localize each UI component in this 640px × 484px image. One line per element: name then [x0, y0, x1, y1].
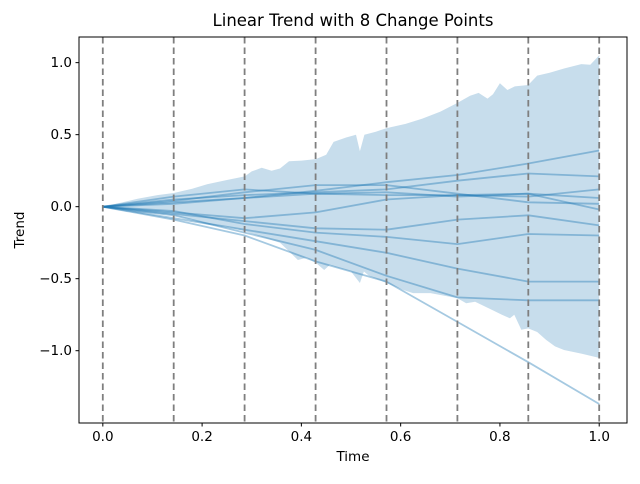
confidence-band — [102, 55, 600, 358]
y-tick-label: 0.5 — [51, 127, 72, 143]
y-tick-label: 1.0 — [51, 55, 72, 71]
trend-sample-1 — [102, 149, 600, 208]
trend-sample-8 — [102, 205, 600, 246]
chart-title: Linear Trend with 8 Change Points — [213, 11, 494, 30]
x-tick-label: 0.2 — [191, 429, 212, 445]
x-tick-label: 0.0 — [92, 429, 113, 445]
x-tick-label: 0.6 — [390, 429, 411, 445]
trend-sample-2 — [102, 172, 600, 208]
trend-sample-7 — [102, 205, 600, 231]
x-axis-label: Time — [335, 449, 369, 465]
axes-spines — [78, 36, 628, 424]
trend-sample-10 — [102, 205, 600, 302]
y-tick-label: 0.0 — [51, 199, 72, 215]
x-tick-label: 0.8 — [489, 429, 510, 445]
x-tick-label: 1.0 — [588, 429, 609, 445]
trend-sample-5 — [102, 184, 600, 208]
trend-sample-3 — [102, 188, 600, 208]
trend-sample-6 — [102, 192, 600, 220]
y-axis-label: Trend — [12, 212, 28, 250]
plot-area: 0.0 0.2 0.4 0.6 0.8 1.0 1.0 0.5 0.0 −0.5 −1.0 — [39, 36, 628, 445]
y-tick-label: −0.5 — [39, 271, 72, 287]
trend-sample-9 — [102, 205, 600, 283]
y-tick-label: −1.0 — [39, 343, 72, 359]
trend-sample-4 — [102, 188, 600, 208]
x-tick-label: 0.4 — [291, 429, 312, 445]
trend-sample-11 — [102, 205, 600, 405]
